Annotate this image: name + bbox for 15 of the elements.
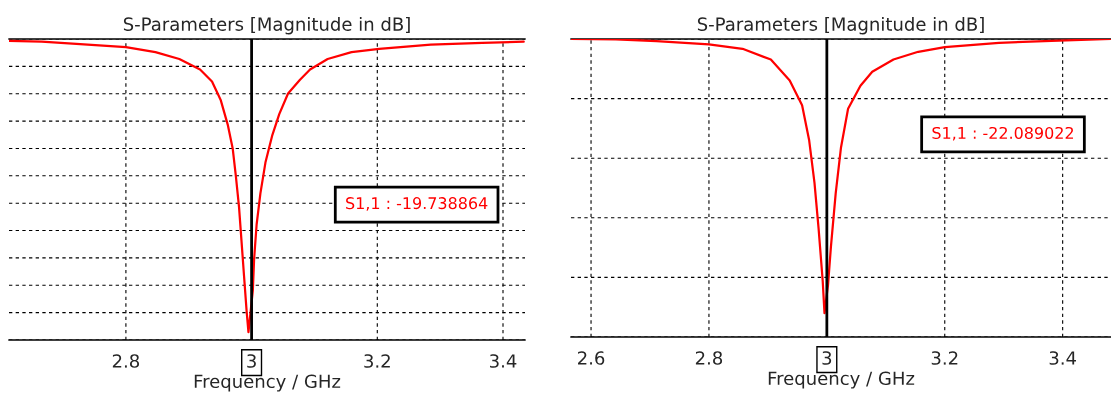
chart-title: S-Parameters [Magnitude in dB] <box>123 16 410 35</box>
x-axis-title: Frequency / GHz <box>768 371 915 389</box>
annotation: S1,1 : -19.738864 <box>346 197 488 211</box>
x-tick-label: 3.4 <box>490 354 517 368</box>
x-tick-label: 3 <box>247 354 256 368</box>
x-tick-label: 2.8 <box>695 351 723 365</box>
x-tick-label: 2.6 <box>578 351 605 365</box>
chart-title: S-Parameters [Magnitude in dB] <box>697 16 984 35</box>
x-tick-label: 3.2 <box>931 351 958 365</box>
x-axis-title: Frequency / GHz <box>194 374 341 392</box>
x-tick-label: 3.4 <box>1049 351 1076 365</box>
x-tick-label: 3.2 <box>364 354 390 368</box>
annotation: S1,1 : -22.089022 <box>932 126 1074 141</box>
x-tick-label: 2.8 <box>112 354 140 368</box>
x-tick-label: 3 <box>822 351 832 365</box>
